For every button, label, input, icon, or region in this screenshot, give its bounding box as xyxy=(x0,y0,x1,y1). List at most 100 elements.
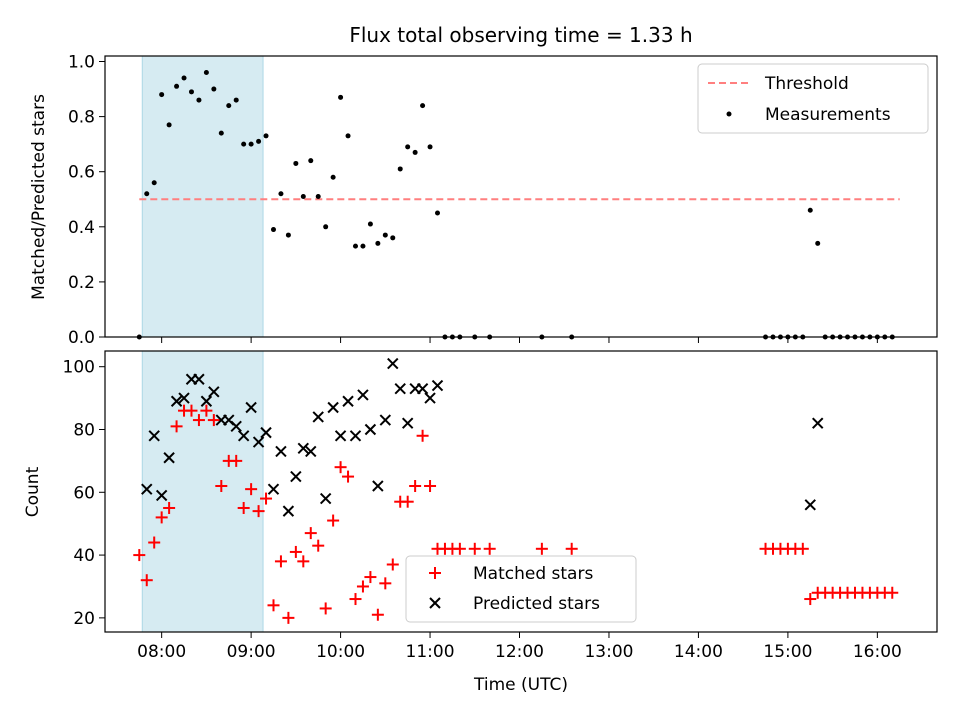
legend-threshold-label: Threshold xyxy=(764,74,849,94)
measurement-point xyxy=(367,221,373,227)
predicted-star-point xyxy=(148,430,160,442)
matched-star-point xyxy=(260,492,273,505)
matched-star-point xyxy=(334,461,347,474)
predicted-star-point xyxy=(208,386,220,398)
measurement-point xyxy=(166,122,172,128)
measurement-point xyxy=(360,243,366,249)
matched-star-point xyxy=(483,542,496,555)
measurement-point xyxy=(405,144,411,150)
top-highlight-band xyxy=(141,56,264,337)
predicted-star-point xyxy=(804,499,816,511)
predicted-star-point xyxy=(387,357,399,370)
matched-star-point xyxy=(215,480,228,493)
matched-star-point xyxy=(796,542,809,555)
legend-measurements-label: Measurements xyxy=(765,105,891,125)
predicted-star-point xyxy=(200,395,213,407)
measurement-point xyxy=(807,207,813,213)
y-tick-label: 80 xyxy=(73,420,95,440)
predicted-star-point xyxy=(401,417,414,429)
predicted-stars-points xyxy=(141,357,824,517)
measurement-point xyxy=(196,97,202,103)
matched-star-point xyxy=(424,480,437,493)
matched-star-point xyxy=(342,470,355,483)
predicted-star-point xyxy=(364,423,377,436)
matched-star-point xyxy=(192,414,205,427)
matched-star-point xyxy=(319,602,332,615)
predicted-star-point xyxy=(416,382,429,395)
measurement-point xyxy=(330,174,336,180)
matched-star-point xyxy=(468,542,481,555)
measurement-point xyxy=(315,194,321,199)
matched-star-point xyxy=(364,571,377,584)
measurement-point xyxy=(420,103,426,109)
measurement-point xyxy=(293,160,299,166)
x-tick-label: 12:00 xyxy=(495,642,544,662)
measurement-point xyxy=(159,92,165,98)
matched-star-point xyxy=(379,577,392,590)
measurement-point xyxy=(181,75,187,81)
measurement-point xyxy=(412,149,418,155)
predicted-star-point xyxy=(282,505,295,517)
matched-star-point xyxy=(245,483,258,496)
x-tick-label: 13:00 xyxy=(584,642,633,662)
chart-title: Flux total observing time = 1.33 h xyxy=(349,23,692,47)
measurement-point xyxy=(382,232,388,238)
x-axis-label: Time (UTC) xyxy=(473,675,568,695)
bottom-y-ticks: 20 40 60 80 100 xyxy=(63,358,105,629)
top-y-ticks: 0.0 0.2 0.4 0.6 0.8 1.0 xyxy=(68,53,105,348)
bottom-legend: Matched stars Predicted stars xyxy=(405,555,637,623)
measurement-point xyxy=(375,240,381,246)
predicted-star-point xyxy=(342,395,354,407)
measurement-point xyxy=(308,158,314,164)
x-tick-label: 10:00 xyxy=(316,642,365,662)
matched-star-point xyxy=(401,495,414,508)
bottom-legend-box xyxy=(405,555,637,623)
matched-star-point xyxy=(252,505,265,518)
matched-star-point xyxy=(155,511,168,524)
measurement-point xyxy=(270,227,276,233)
matched-star-point xyxy=(163,501,176,514)
x-tick-label: 11:00 xyxy=(406,642,455,662)
predicted-star-point xyxy=(245,401,257,414)
measurement-point xyxy=(323,224,329,230)
matched-star-point xyxy=(416,429,429,442)
matched-star-point xyxy=(349,593,362,606)
predicted-star-point xyxy=(155,489,168,502)
measurement-point xyxy=(352,243,358,249)
measurement-point xyxy=(233,97,239,103)
matched-stars-points xyxy=(133,404,899,624)
measurement-point xyxy=(397,166,403,172)
bottom-x-ticks: 08:00 09:00 10:00 11:00 12:00 13:00 14:00 15:00… xyxy=(137,632,902,662)
top-legend: Threshold Measurements xyxy=(697,63,929,134)
y-tick-label: 40 xyxy=(73,546,95,566)
predicted-star-point xyxy=(230,420,242,433)
measurement-points xyxy=(136,70,895,340)
highlight-band-fill xyxy=(142,56,264,337)
matched-star-point xyxy=(386,558,399,571)
matched-star-point xyxy=(371,608,384,621)
measurement-point xyxy=(211,86,217,92)
predicted-star-point xyxy=(379,414,392,426)
predicted-star-point xyxy=(357,389,369,401)
predicted-star-point xyxy=(141,483,153,495)
measurement-point xyxy=(256,138,262,144)
matched-star-point xyxy=(207,414,220,427)
y-tick-label: 100 xyxy=(63,358,95,378)
bottom-panel: 20 40 60 80 100 08:00 09:00 10:00 11:00 12:00 13:… xyxy=(23,350,938,695)
bottom-axes-frame xyxy=(104,350,938,633)
measurement-point xyxy=(427,144,433,150)
predicted-star-point xyxy=(260,426,272,439)
predicted-star-point xyxy=(163,452,175,464)
y-tick-label: 0.0 xyxy=(68,328,95,348)
predicted-star-point xyxy=(327,401,339,414)
bottom-y-axis-label: Count xyxy=(23,466,43,517)
x-tick-label: 09:00 xyxy=(227,642,276,662)
predicted-star-point xyxy=(305,445,317,458)
matched-star-point xyxy=(327,514,340,527)
legend-predicted-swatch xyxy=(429,597,441,609)
y-tick-label: 0.2 xyxy=(68,273,95,293)
matched-star-point xyxy=(886,586,899,599)
matched-star-point xyxy=(535,542,548,555)
measurement-point xyxy=(285,232,291,238)
